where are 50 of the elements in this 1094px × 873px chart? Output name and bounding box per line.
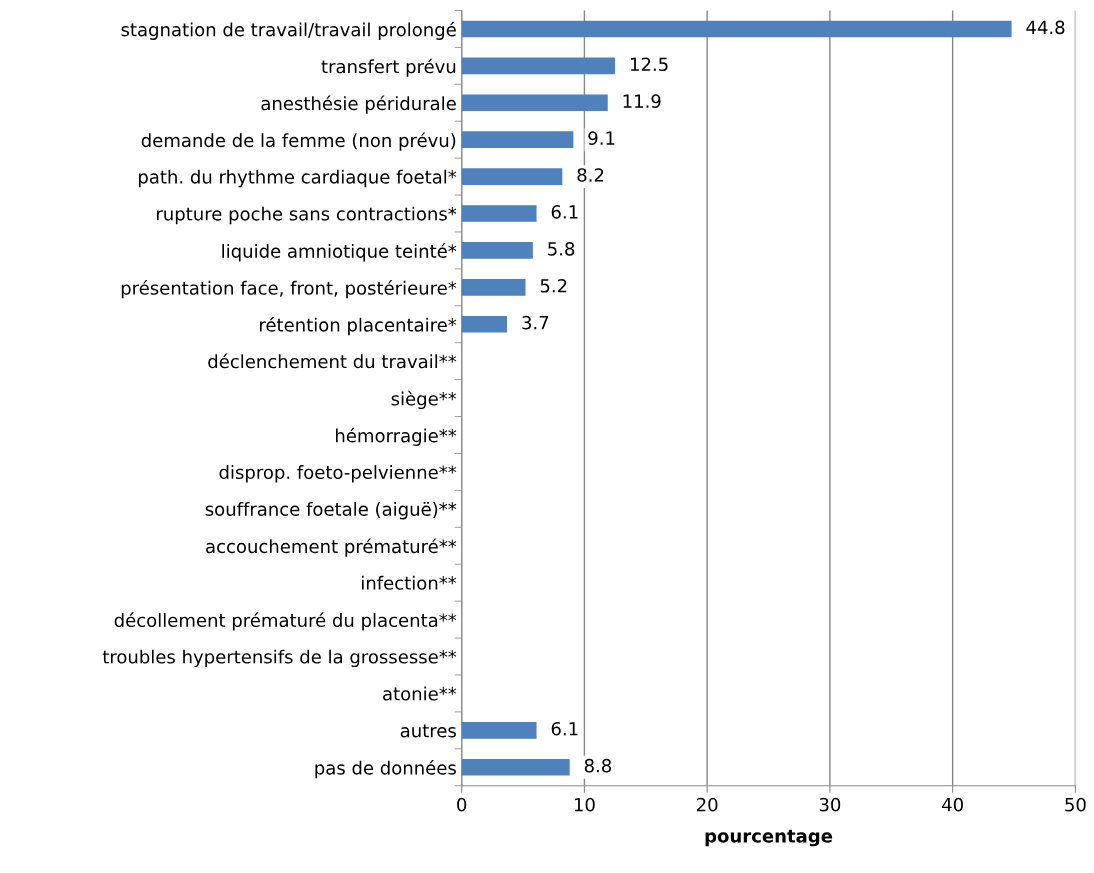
y-tick-label: autres xyxy=(400,724,456,738)
bar xyxy=(461,279,526,296)
data-label: 3.7 xyxy=(522,315,549,330)
y-tick-label: disprop. foeto-pelvienne** xyxy=(219,465,457,483)
y-tick-label: souffrance foetale (aiguë)** xyxy=(205,501,457,520)
x-tick-label: 10 xyxy=(574,797,595,812)
bar xyxy=(461,168,563,185)
data-label: 8.8 xyxy=(584,758,612,773)
data-label: 5.8 xyxy=(548,242,575,256)
y-tick-label: liquide amniotique teinté* xyxy=(222,243,457,262)
data-label: 11.9 xyxy=(623,94,661,108)
y-tick-label: rupture poche sans contractions* xyxy=(157,206,457,225)
x-tick-label: 0 xyxy=(457,797,467,812)
bar xyxy=(461,205,537,222)
bar xyxy=(461,242,533,259)
y-tick-label: infection** xyxy=(362,575,457,590)
x-tick-label: 20 xyxy=(697,797,718,812)
data-label: 5.2 xyxy=(540,278,567,293)
y-tick-label: demande de la femme (non prévu) xyxy=(141,132,456,151)
y-tick-label: anesthésie péridurale xyxy=(261,95,456,114)
bar xyxy=(461,722,537,739)
data-label: 6.1 xyxy=(551,721,578,736)
y-tick-label: rétention placentaire* xyxy=(260,317,457,336)
bar xyxy=(461,758,570,776)
data-label: 8.2 xyxy=(577,168,604,182)
data-label: 9.1 xyxy=(588,131,615,145)
bar xyxy=(461,315,508,333)
data-label: 12.5 xyxy=(630,57,668,72)
y-tick-label: hémorragie** xyxy=(336,427,457,446)
data-label: 6.1 xyxy=(551,205,578,219)
y-tick-label: atonie** xyxy=(383,686,457,701)
x-axis-title: pourcentage xyxy=(705,829,833,847)
x-tick-label: 40 xyxy=(942,797,963,812)
y-tick-label: présentation face, front, postérieure* xyxy=(121,280,457,299)
y-tick-label: transfert prévu xyxy=(321,58,456,77)
bar xyxy=(461,57,616,75)
y-tick-label: troubles hypertensifs de la grossesse** xyxy=(102,649,457,668)
y-tick-label: déclenchement du travail** xyxy=(208,353,457,369)
y-tick-label: siège** xyxy=(391,390,457,410)
bar xyxy=(461,94,608,112)
x-tick-label: 50 xyxy=(1065,797,1086,812)
y-tick-label: pas de données xyxy=(315,760,456,779)
y-tick-label: path. du rhythme cardiaque foetal* xyxy=(138,169,457,188)
bar xyxy=(461,131,574,148)
x-tick-label: 30 xyxy=(819,797,841,812)
y-tick-label: stagnation de travail/travail prolongé xyxy=(121,21,456,40)
bar xyxy=(461,20,1012,38)
y-tick-label: accouchement prématuré** xyxy=(206,538,457,557)
y-tick-label: décollement prématuré du placenta** xyxy=(114,612,457,631)
data-label: 44.8 xyxy=(1026,20,1065,35)
